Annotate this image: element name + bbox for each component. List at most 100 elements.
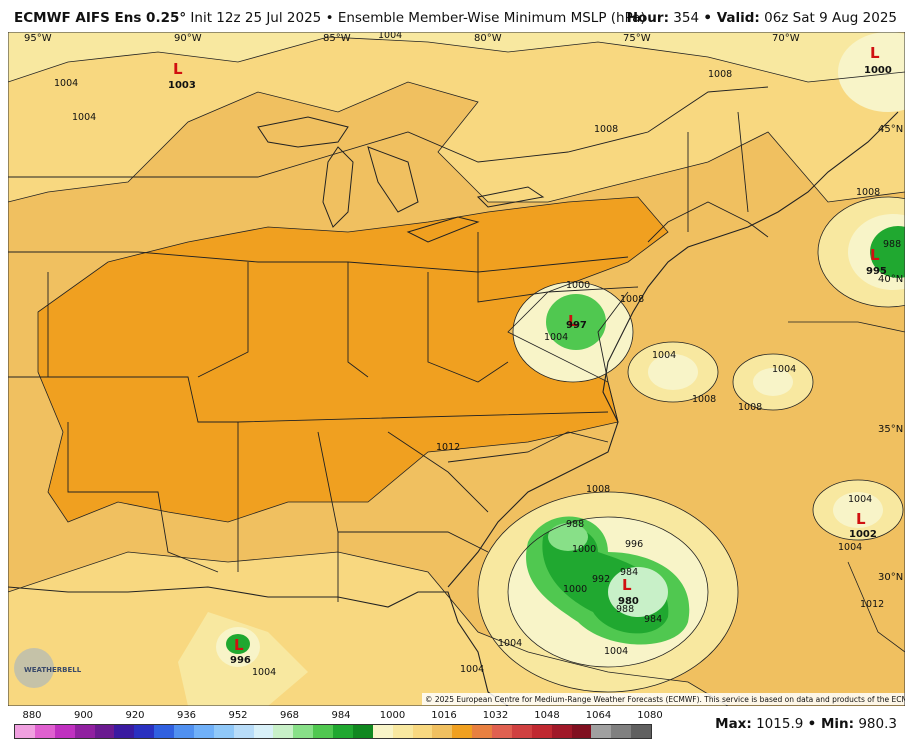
colorbar-swatch [193, 725, 214, 738]
colorbar-swatch [34, 725, 55, 738]
isobar-label: 1004 [378, 32, 402, 41]
colorbar-swatch [591, 725, 612, 738]
colorbar-swatch [313, 725, 333, 738]
low-pressure-value: 1000 [864, 65, 892, 76]
colorbar-tick-label: 1016 [431, 710, 457, 721]
low-center-marker: L 995 [866, 246, 887, 277]
chart-title: ECMWF AIFS Ens 0.25° Init 12z 25 Jul 202… [14, 10, 646, 26]
valid-time-info: Hour: 354 • Valid: 06z Sat 9 Aug 2025 [627, 10, 897, 26]
lon-label: 90°W [174, 33, 202, 44]
colorbar-swatch [352, 725, 373, 738]
isobar-band-1012 [38, 197, 668, 522]
isobar-band-1000 [8, 32, 905, 82]
isobar-label: 1008 [708, 69, 732, 80]
isobar-label: 1008 [692, 394, 716, 405]
isobar-label: 1008 [738, 402, 762, 413]
ne-low-outer [838, 32, 905, 112]
colorbar-tick-label: 984 [331, 710, 351, 721]
offshore-cell-1-core [648, 354, 698, 390]
atlantic-low-core-north [548, 523, 588, 551]
weatherbell-logo: WEATHERBELL [14, 648, 82, 688]
isobar-label: 1004 [772, 364, 796, 375]
svg-text:L: L [234, 636, 244, 654]
low-center-marker: L 980 [618, 576, 639, 607]
lake-huron [367, 146, 419, 213]
gulf-low-inner [226, 634, 250, 654]
colorbar-swatch [114, 725, 135, 738]
chesapeake-low-inner [546, 294, 606, 350]
colorbar-tick-label: 968 [279, 710, 300, 721]
low-center-marker: L 997 [566, 312, 587, 331]
isobar-label: 1004 [252, 667, 276, 678]
lon-label: 75°W [623, 33, 651, 44]
colorbar-swatch [333, 725, 353, 738]
model-name: ECMWF AIFS Ens 0.25° [14, 10, 187, 26]
copyright-notice: © 2025 European Centre for Medium-Range … [425, 695, 905, 704]
svg-text:L: L [870, 44, 880, 62]
isobar-value-labels: 1004 1004 1004 1008 1008 1000 1008 1004 … [54, 32, 901, 678]
colorbar-tick-label: 900 [73, 710, 94, 721]
colorbar-swatch [432, 725, 453, 738]
isobar-label: 1008 [594, 124, 618, 135]
pressure-map: 95°W 90°W 85°W 80°W 75°W 70°W 45°N 40°N … [8, 32, 905, 706]
max-value: 1015.9 [756, 716, 804, 732]
graticule-labels: 95°W 90°W 85°W 80°W 75°W 70°W 45°N 40°N … [24, 33, 903, 583]
lat-label: 30°N [878, 572, 903, 583]
low-pressure-value: 996 [230, 655, 251, 666]
product-name: • Ensemble Member-Wise Minimum MSLP (hPa… [325, 10, 646, 26]
isobar-label: 996 [625, 539, 643, 550]
colorbar-swatch [74, 725, 95, 738]
colorbar-swatch [452, 725, 473, 738]
svg-text:L: L [856, 510, 866, 528]
colorbar-tick-label: 936 [176, 710, 197, 721]
atlantic-low-core-south [608, 567, 668, 617]
min-value: 980.3 [858, 716, 897, 732]
isobar-label: 1000 [563, 584, 587, 595]
low-pressure-value: 980 [618, 596, 639, 607]
low-center-marker: L 996 [230, 636, 251, 666]
low-center-marker: L 1002 [849, 510, 877, 540]
low-center-marker: L 1003 [168, 60, 196, 91]
svg-text:L: L [622, 576, 632, 594]
lake-michigan [322, 146, 354, 228]
isobar-label: 988 [883, 239, 901, 250]
svg-text:L: L [173, 60, 183, 78]
isobar-band-1004 [8, 32, 905, 202]
lat-label: 45°N [878, 124, 903, 135]
lon-label: 85°W [323, 33, 351, 44]
min-label: • Min: [807, 716, 855, 732]
lake-superior [257, 116, 349, 148]
isobar-label: 1004 [460, 664, 484, 675]
valid-time: 06z Sat 9 Aug 2025 [764, 10, 897, 26]
colorbar-swatch [611, 725, 632, 738]
colorbar-tick-label: 952 [228, 710, 248, 721]
colorbar-swatch [392, 725, 413, 738]
colorbar-swatch [293, 725, 314, 738]
field-stats: Max: 1015.9 • Min: 980.3 [715, 716, 897, 732]
colorbar-swatch [174, 725, 194, 738]
low-pressure-value: 1002 [849, 529, 877, 540]
coastlines [8, 111, 899, 706]
isobar-label: 1000 [566, 280, 590, 291]
isobar-lines [8, 36, 905, 706]
isobar-label: 1008 [620, 294, 644, 305]
forecast-hour: 354 [673, 10, 700, 26]
colorbar-swatch [134, 725, 155, 738]
svg-text:WEATHERBELL: WEATHERBELL [24, 666, 82, 674]
isobar-label: 1004 [54, 78, 78, 89]
low-1002-inner [833, 492, 883, 528]
colorbar-tick-label: 880 [22, 710, 42, 721]
east-low-inner [870, 226, 905, 278]
lat-label: 40°N [878, 274, 903, 285]
isobar-label: 1004 [72, 112, 96, 123]
colorbar-tick-label: 1000 [379, 710, 406, 721]
lon-label: 80°W [474, 33, 502, 44]
colorbar-swatch [154, 725, 174, 738]
max-label: Max: [715, 716, 752, 732]
colorbar-swatch [15, 725, 35, 738]
low-markers: L 1003 L 1000 L 995 L 997 L 1002 L 980 L… [168, 44, 892, 666]
colorbar-tick-label: 920 [125, 710, 145, 721]
colorbar-swatch [492, 725, 512, 738]
isobar-label: 1012 [860, 599, 884, 610]
colorbar-swatch [94, 725, 115, 738]
